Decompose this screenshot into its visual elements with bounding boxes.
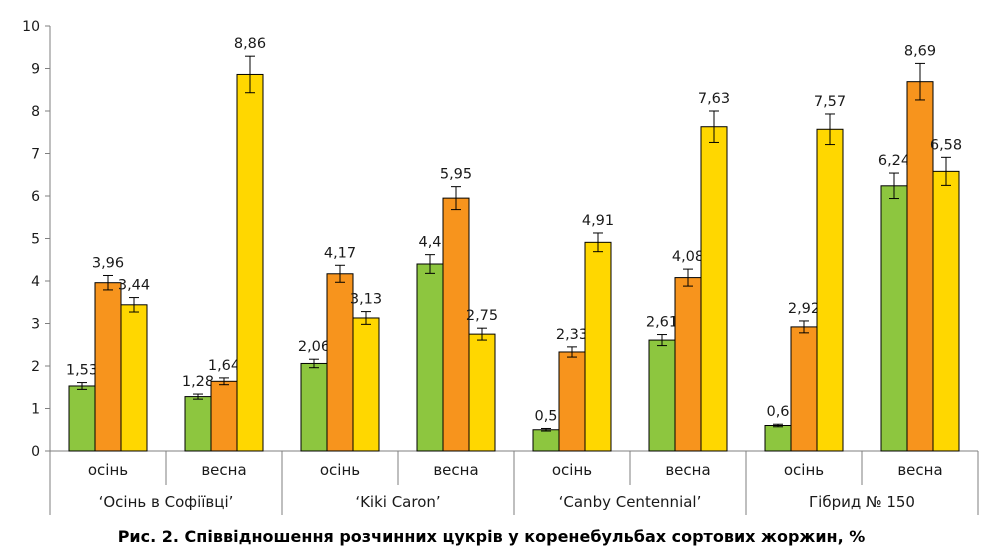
y-tick-label: 1 — [31, 402, 40, 418]
data-label: 7,63 — [698, 91, 730, 107]
bar — [764, 425, 792, 452]
bar — [120, 304, 148, 452]
y-tick-label: 9 — [31, 62, 40, 78]
bar — [184, 396, 212, 452]
bar — [674, 277, 702, 452]
x-category-label: весна — [897, 461, 942, 479]
x-category-label: весна — [433, 461, 478, 479]
x-group-label: ‘Осінь в Софіївці’ — [99, 493, 234, 511]
bar — [532, 429, 560, 452]
data-label: 2,06 — [298, 339, 330, 355]
data-label: 0,5 — [534, 408, 557, 424]
bar — [932, 170, 960, 452]
data-label: 1,64 — [208, 358, 240, 374]
x-category-label: осінь — [784, 461, 824, 479]
data-label: 4,4 — [418, 235, 441, 251]
data-label: 4,17 — [324, 245, 356, 261]
y-tick-label: 5 — [31, 232, 40, 248]
data-label: 2,33 — [556, 327, 588, 343]
data-label: 6,58 — [930, 137, 962, 153]
bar-chart: 0 1 2 3 4 5 6 7 8 9 10 осінь весна осінь весна осінь вес… — [22, 19, 979, 515]
bar — [68, 385, 96, 452]
data-label: 7,57 — [814, 94, 846, 110]
x-group-label: ‘Kiki Caron’ — [355, 493, 440, 511]
bar — [352, 317, 380, 452]
data-label: 2,92 — [788, 301, 820, 317]
figure-caption: Рис. 2. Співвідношення розчинних цукрів … — [117, 527, 866, 546]
data-label: 3,13 — [350, 292, 382, 308]
y-tick-label: 3 — [31, 317, 40, 333]
y-tick-label: 8 — [31, 104, 40, 120]
bar — [558, 351, 586, 452]
data-label: 6,24 — [878, 153, 910, 169]
data-label: 5,95 — [440, 167, 472, 183]
data-label: 8,69 — [904, 43, 936, 59]
x-category-label: осінь — [320, 461, 360, 479]
bar — [816, 128, 844, 452]
x-category-label: весна — [665, 461, 710, 479]
bar — [648, 339, 676, 452]
data-label: 1,53 — [66, 363, 98, 379]
data-label: 0,6 — [766, 404, 789, 420]
x-group-label: ‘Canby Centennial’ — [559, 493, 702, 511]
bar — [880, 185, 908, 452]
bar — [468, 333, 496, 452]
y-tick-label: 10 — [22, 19, 40, 35]
x-category-label: осінь — [552, 461, 592, 479]
data-label: 8,86 — [234, 36, 266, 52]
bar — [94, 282, 122, 452]
y-tick-label: 6 — [31, 189, 40, 205]
x-group-label: Гібрид № 150 — [809, 493, 915, 511]
y-tick-label: 0 — [31, 444, 40, 460]
x-category-label: осінь — [88, 461, 128, 479]
bar — [326, 273, 354, 452]
bar — [442, 197, 470, 452]
data-label: 4,08 — [672, 249, 704, 265]
data-label: 4,91 — [582, 213, 614, 229]
bar — [416, 263, 444, 452]
data-label: 2,61 — [646, 315, 678, 331]
bar — [300, 362, 328, 452]
y-tick-label: 4 — [31, 274, 40, 290]
bar — [236, 73, 264, 452]
data-label: 2,75 — [466, 308, 498, 324]
data-label: 3,96 — [92, 255, 124, 271]
y-tick-label: 7 — [31, 147, 40, 163]
x-category-label: весна — [201, 461, 246, 479]
bar — [906, 81, 934, 452]
y-tick-label: 2 — [31, 359, 40, 375]
bar — [700, 126, 728, 452]
bar — [210, 380, 238, 452]
bar — [790, 326, 818, 452]
bar — [584, 241, 612, 452]
data-label: 1,28 — [182, 374, 214, 390]
data-label: 3,44 — [118, 278, 150, 294]
